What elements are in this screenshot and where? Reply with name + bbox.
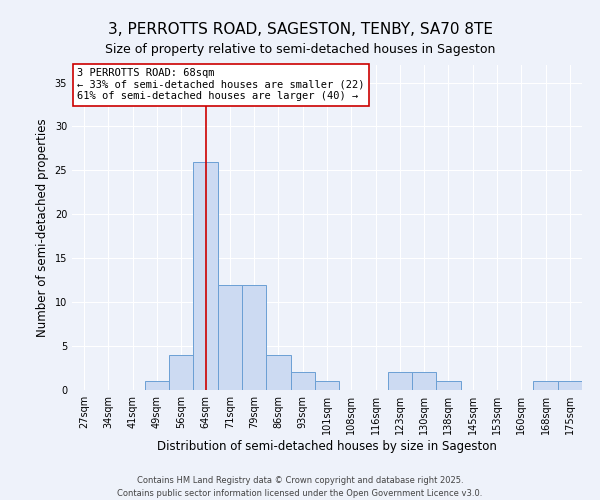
Text: Size of property relative to semi-detached houses in Sageston: Size of property relative to semi-detach…	[105, 42, 495, 56]
Bar	[290, 372, 315, 390]
Text: 3 PERROTTS ROAD: 68sqm
← 33% of semi-detached houses are smaller (22)
61% of sem: 3 PERROTTS ROAD: 68sqm ← 33% of semi-det…	[77, 68, 365, 102]
Bar	[242, 284, 266, 390]
Bar	[315, 381, 339, 390]
Bar	[169, 355, 193, 390]
Bar	[412, 372, 436, 390]
Text: Contains HM Land Registry data © Crown copyright and database right 2025.
Contai: Contains HM Land Registry data © Crown c…	[118, 476, 482, 498]
Bar	[193, 162, 218, 390]
Text: 3, PERROTTS ROAD, SAGESTON, TENBY, SA70 8TE: 3, PERROTTS ROAD, SAGESTON, TENBY, SA70 …	[107, 22, 493, 38]
Bar	[145, 381, 169, 390]
Bar	[388, 372, 412, 390]
Bar	[558, 381, 582, 390]
Bar	[266, 355, 290, 390]
Bar	[218, 284, 242, 390]
Y-axis label: Number of semi-detached properties: Number of semi-detached properties	[36, 118, 49, 337]
Bar	[436, 381, 461, 390]
X-axis label: Distribution of semi-detached houses by size in Sageston: Distribution of semi-detached houses by …	[157, 440, 497, 453]
Bar	[533, 381, 558, 390]
